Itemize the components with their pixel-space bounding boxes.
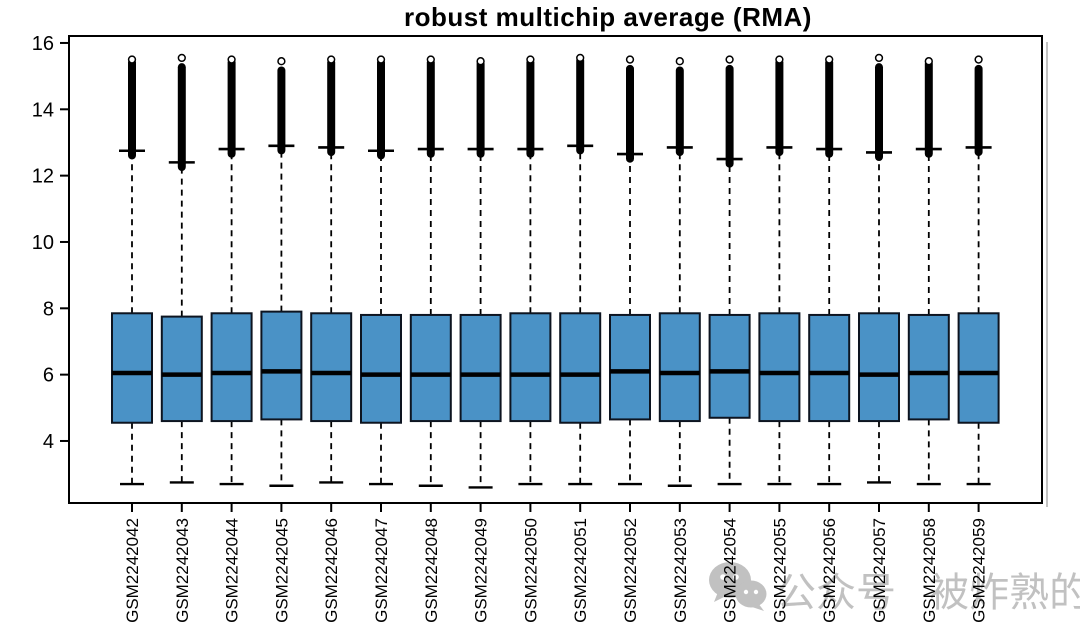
- y-tick-label: 4: [43, 431, 54, 453]
- outlier-top-circle: [177, 53, 186, 63]
- boxplot-GSM2242050: GSM2242050: [509, 55, 552, 623]
- y-tick-label: 12: [32, 166, 54, 188]
- x-tick-label: GSM2242051: [571, 518, 590, 623]
- boxplot-GSM2242043: GSM2242043: [160, 53, 203, 623]
- outlier-top-circle: [127, 55, 137, 64]
- x-tick-label: GSM2242050: [521, 518, 540, 623]
- outlier-top-circle: [675, 57, 684, 66]
- boxplot-GSM2242052: GSM2242052: [609, 55, 651, 623]
- outlier-top-circle: [277, 57, 286, 66]
- x-tick-label: GSM2242045: [272, 518, 291, 623]
- outlier-top-circle: [426, 55, 435, 64]
- x-tick-label: GSM2242055: [770, 518, 789, 623]
- iqr-box: [509, 312, 552, 423]
- x-tick-label: GSM2242059: [970, 518, 989, 623]
- x-tick-label: GSM2242046: [322, 518, 341, 623]
- iqr-box: [609, 313, 651, 421]
- iqr-box: [459, 313, 502, 423]
- boxplot-GSM2242055: GSM2242055: [758, 55, 801, 623]
- outlier-top-circle: [974, 55, 983, 64]
- x-tick-label: GSM2242056: [820, 518, 839, 623]
- iqr-box: [808, 313, 851, 423]
- iqr-box: [360, 313, 402, 424]
- iqr-box: [409, 313, 452, 423]
- outlier-top-circle: [476, 57, 485, 66]
- boxplot-GSM2242049: GSM2242049: [459, 57, 502, 623]
- boxplot-GSM2242047: GSM2242047: [360, 55, 402, 623]
- iqr-box: [260, 310, 303, 421]
- outlier-top-circle: [725, 55, 734, 64]
- outlier-top-circle: [874, 53, 884, 63]
- chart-title: robust multichip average (RMA): [404, 2, 812, 32]
- iqr-box: [708, 313, 751, 419]
- boxplot-GSM2242059: GSM2242059: [957, 55, 1000, 623]
- outlier-top-circle: [625, 55, 635, 64]
- x-tick-label: GSM2242049: [472, 518, 491, 623]
- boxplot-GSM2242051: GSM2242051: [559, 53, 602, 623]
- y-tick-label: 14: [32, 99, 54, 121]
- y-tick-label: 10: [32, 232, 54, 254]
- x-tick-label: GSM2242044: [223, 518, 242, 623]
- x-tick-label: GSM2242053: [671, 518, 690, 623]
- boxplot-GSM2242058: GSM2242058: [907, 57, 950, 623]
- boxplot-GSM2242045: GSM2242045: [260, 57, 303, 623]
- boxplot-GSM2242057: GSM2242057: [858, 53, 900, 623]
- watermark: 公众号 被炸熟的虾: [706, 558, 1080, 619]
- boxplot-GSM2242054: GSM2242054: [708, 55, 751, 623]
- x-tick-label: GSM2242047: [372, 518, 391, 623]
- boxplot-GSM2242044: GSM2242044: [210, 55, 253, 623]
- boxplot-GSM2242042: GSM2242042: [111, 55, 153, 623]
- outlier-top-circle: [526, 55, 535, 64]
- iqr-box: [310, 312, 353, 423]
- wechat-icon: [706, 558, 768, 619]
- boxplot-GSM2242048: GSM2242048: [409, 55, 452, 623]
- outlier-top-circle: [576, 53, 585, 63]
- x-tick-label: GSM2242052: [621, 518, 640, 623]
- x-tick-label: GSM2242058: [920, 518, 939, 623]
- outlier-top-circle: [327, 55, 336, 64]
- x-tick-label: GSM2242057: [870, 518, 889, 623]
- iqr-box: [559, 312, 602, 424]
- boxplot-GSM2242053: GSM2242053: [658, 57, 701, 623]
- outlier-top-circle: [775, 55, 784, 64]
- x-tick-label: GSM2242054: [721, 518, 740, 623]
- outlier-top-circle: [376, 55, 386, 64]
- iqr-box: [907, 313, 950, 421]
- y-tick-label: 6: [43, 365, 54, 387]
- y-tick-label: 8: [43, 298, 54, 320]
- x-tick-label: GSM2242048: [422, 518, 441, 623]
- x-tick-label: GSM2242042: [123, 518, 142, 623]
- iqr-box: [111, 312, 153, 424]
- iqr-box: [658, 312, 701, 423]
- watermark-text: 公众号 被炸熟的虾: [776, 570, 1080, 615]
- plot-frame: [68, 35, 1043, 504]
- iqr-box: [210, 312, 253, 423]
- iqr-box: [160, 315, 203, 423]
- boxplot-GSM2242046: GSM2242046: [310, 55, 353, 623]
- outlier-top-circle: [227, 55, 236, 64]
- x-tick-label: GSM2242043: [173, 518, 192, 623]
- y-tick-label: 16: [32, 33, 54, 55]
- iqr-box: [957, 312, 1000, 424]
- boxplot-GSM2242056: GSM2242056: [808, 55, 851, 623]
- iqr-box: [858, 312, 900, 423]
- iqr-box: [758, 312, 801, 423]
- outlier-top-circle: [924, 57, 933, 66]
- outlier-top-circle: [825, 55, 834, 64]
